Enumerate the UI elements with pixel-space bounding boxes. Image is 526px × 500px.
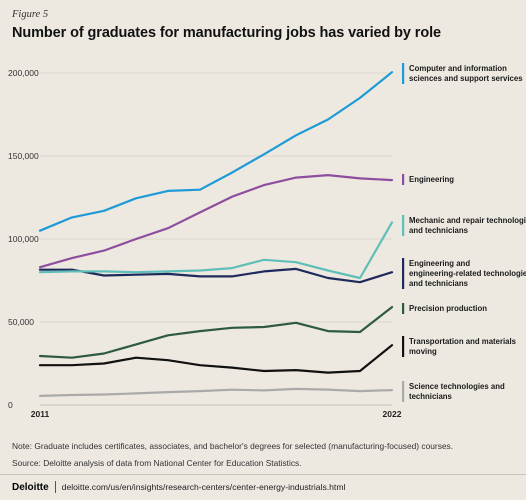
- legend-label: Engineering and: [409, 259, 470, 268]
- legend-item: Engineering: [402, 174, 454, 185]
- legend-label: and technicians: [409, 279, 469, 288]
- x-tick-label: 2022: [383, 409, 402, 419]
- chart-title: Number of graduates for manufacturing jo…: [12, 25, 441, 41]
- series-line: [38, 387, 394, 397]
- legend-marker: [402, 258, 405, 289]
- legend-marker: [402, 303, 405, 314]
- chart-note: Note: Graduate includes certificates, as…: [12, 441, 454, 451]
- legend-label: moving: [409, 347, 437, 356]
- legend-label: Mechanic and repair technologies: [409, 216, 526, 225]
- y-tick-label: 0: [8, 400, 13, 410]
- chart-source: Source: Deloitte analysis of data from N…: [12, 458, 302, 468]
- legend-marker: [402, 215, 405, 236]
- footer-url-link[interactable]: deloitte.com/us/en/insights/research-cen…: [61, 482, 346, 492]
- series-lines: [38, 71, 394, 397]
- legend-item: Precision production: [402, 303, 487, 314]
- footer-separator: [54, 481, 56, 493]
- legend-marker: [402, 381, 405, 402]
- y-tick-label: 50,000: [8, 317, 34, 327]
- line-chart: 0 50,000 100,000 150,000 200,000 2011 2022 Co…: [8, 63, 526, 419]
- legend-label: engineering-related technologies: [409, 269, 526, 278]
- legend-label: Precision production: [409, 304, 487, 313]
- legend-label: and technicians: [409, 226, 469, 235]
- series-line: [38, 221, 394, 280]
- grid: [40, 72, 392, 406]
- footer-divider: [0, 474, 526, 475]
- series-line: [38, 174, 394, 269]
- footer: Deloitte deloitte.com/us/en/insights/res…: [12, 481, 345, 493]
- x-axis: 2011 2022: [31, 409, 402, 419]
- series-line: [38, 267, 394, 284]
- y-tick-label: 100,000: [8, 234, 39, 244]
- x-tick-label: 2011: [31, 409, 50, 419]
- series-line: [38, 306, 394, 359]
- legend-label: technicians: [409, 392, 453, 401]
- y-tick-label: 150,000: [8, 151, 39, 161]
- legend-label: sciences and support services: [409, 74, 523, 83]
- legend-label: Engineering: [409, 175, 454, 184]
- legend-marker: [402, 336, 405, 357]
- legend-label: Science technologies and: [409, 382, 505, 391]
- legend-label: Transportation and materials: [409, 337, 517, 346]
- series-line: [38, 71, 394, 232]
- deloitte-logo: Deloitte: [12, 481, 49, 493]
- legend-label: Computer and information: [409, 64, 507, 73]
- legend-marker: [402, 63, 405, 84]
- figure-label: Figure 5: [12, 9, 49, 20]
- legend-marker: [402, 174, 405, 185]
- y-axis: 0 50,000 100,000 150,000 200,000: [8, 68, 39, 410]
- y-tick-label: 200,000: [8, 68, 39, 78]
- series-line: [38, 344, 394, 374]
